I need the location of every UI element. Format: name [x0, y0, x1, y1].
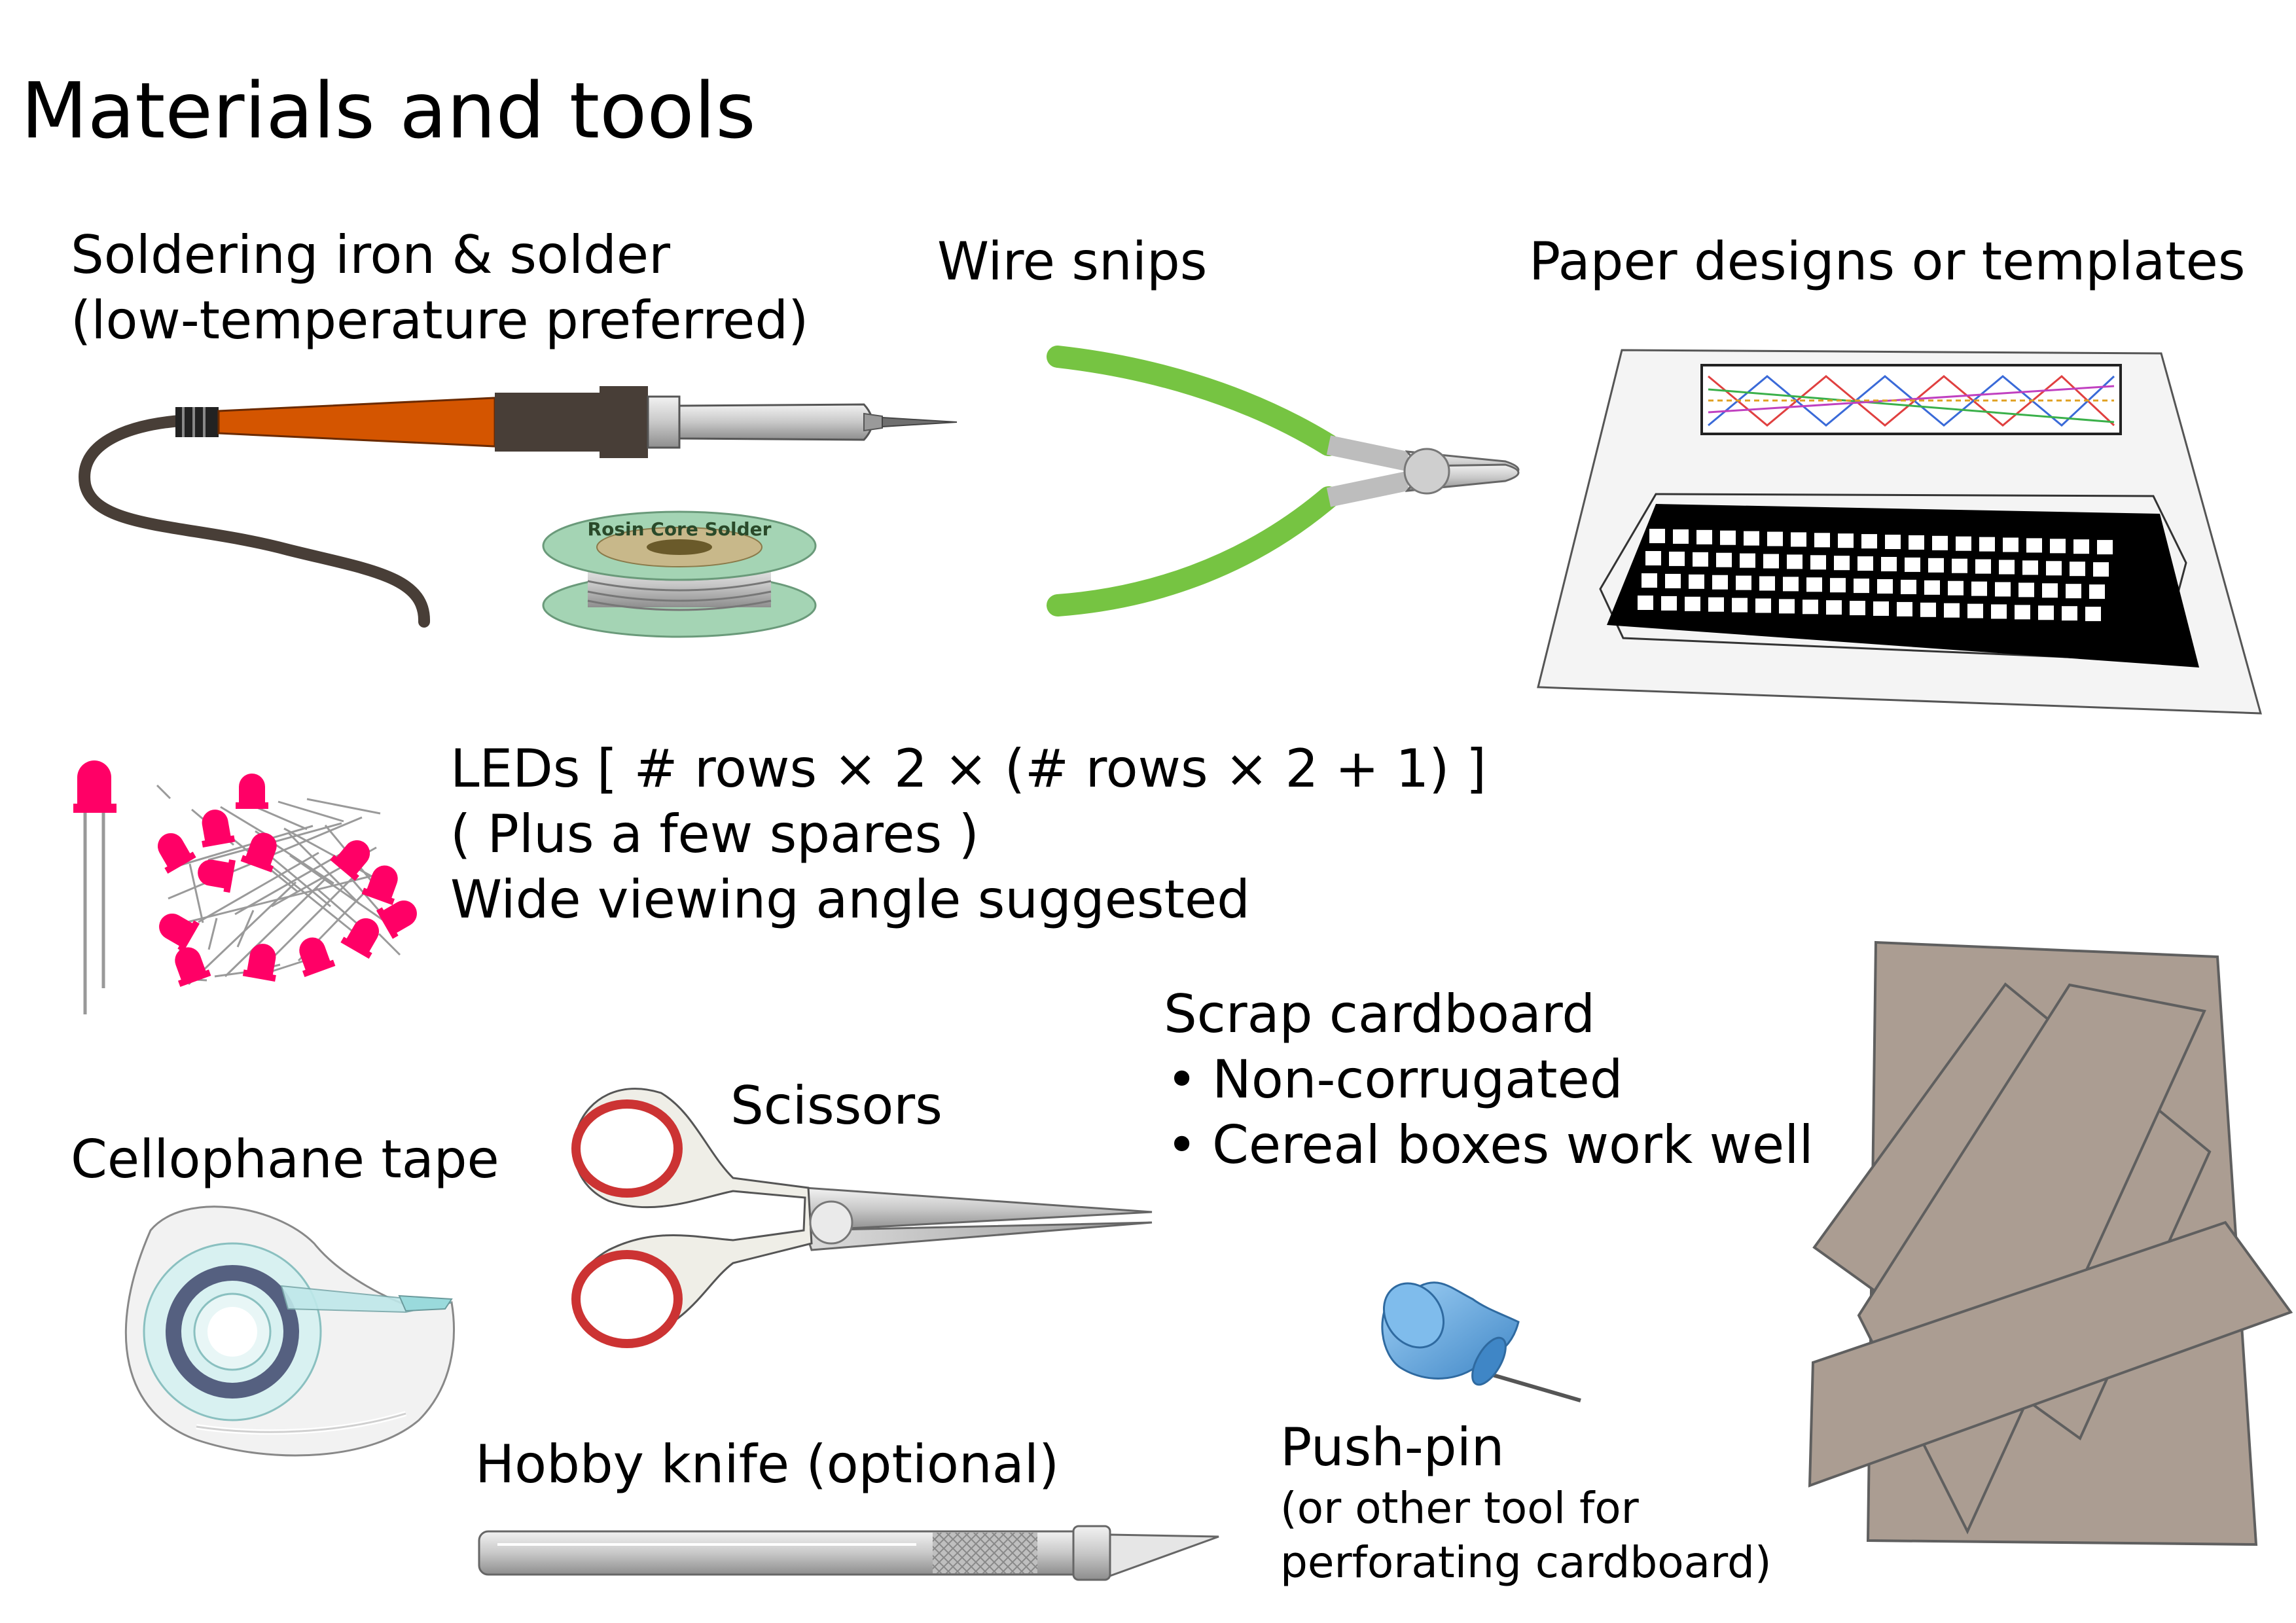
push-pin-label: Push-pin — [1280, 1417, 1505, 1478]
cellophane-tape-label: Cellophane tape — [71, 1129, 499, 1190]
bullet-marker: • — [1166, 1049, 1198, 1110]
paper-designs-label: Paper designs or templates — [1529, 231, 2246, 292]
leds-label-line1: LEDs [ # rows × 2 × (# rows × 2 + 1) ] — [450, 738, 1487, 799]
soldering-label-line2: (low-temperature preferred) — [71, 290, 809, 351]
leds-label-line3: Wide viewing angle suggested — [450, 869, 1250, 930]
bullet-marker: • — [1166, 1115, 1198, 1175]
soldering-label-line1: Soldering iron & solder — [71, 224, 670, 285]
hobby-knife-icon — [478, 1525, 1219, 1581]
scissors-icon — [571, 1088, 1153, 1348]
push-pin-icon — [1381, 1281, 1581, 1402]
push-pin-note-line2: perforating cardboard) — [1280, 1537, 1772, 1588]
cardboard-label: Scrap cardboard — [1164, 984, 1596, 1044]
led-single-icon — [73, 760, 117, 1014]
scissors-label: Scissors — [730, 1075, 942, 1136]
spool-label: Rosin Core Solder — [588, 518, 772, 540]
cardboard-icon — [1808, 940, 2293, 1546]
wire-snips-label: Wire snips — [937, 231, 1208, 292]
hobby-knife-label: Hobby knife (optional) — [475, 1434, 1060, 1495]
cardboard-bullet-2: Cereal boxes work well — [1212, 1115, 1814, 1175]
paper-template-icon — [1537, 349, 2262, 715]
led-pile-icon — [156, 774, 417, 987]
wire-snips-icon — [1047, 346, 1520, 616]
push-pin-note-line1: (or other tool for — [1280, 1483, 1639, 1533]
cardboard-bullet-1: Non-corrugated — [1212, 1049, 1623, 1110]
tape-dispenser-icon — [124, 1205, 455, 1457]
soldering-iron-icon — [79, 386, 958, 628]
solder-spool-icon: Rosin Core Solder — [542, 510, 817, 638]
leds-label-line2: ( Plus a few spares ) — [450, 804, 979, 865]
page-title: Materials and tools — [21, 65, 756, 156]
